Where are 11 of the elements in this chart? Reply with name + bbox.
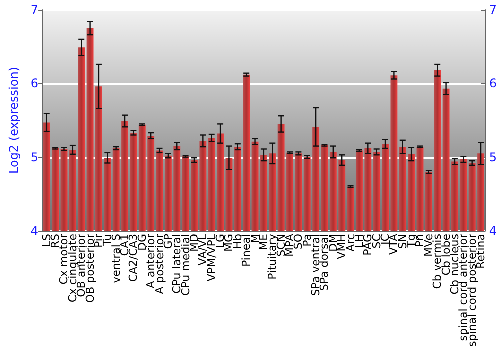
y-axis-title: Log2 (expression): [7, 67, 21, 174]
y-tick-label: 7: [30, 3, 39, 17]
x-tick-label: Retina: [474, 234, 488, 270]
y-tick-label: 5: [30, 150, 39, 164]
y-tick-label: 4: [30, 224, 39, 238]
y2-tick-label: 5: [489, 150, 498, 164]
y2-tick-label: 6: [489, 76, 498, 91]
y-tick-label: 6: [30, 76, 39, 91]
x-tick-label: Pituitary: [266, 234, 280, 280]
y2-tick-label: 4: [489, 224, 498, 238]
y2-tick-label: 7: [489, 3, 498, 17]
